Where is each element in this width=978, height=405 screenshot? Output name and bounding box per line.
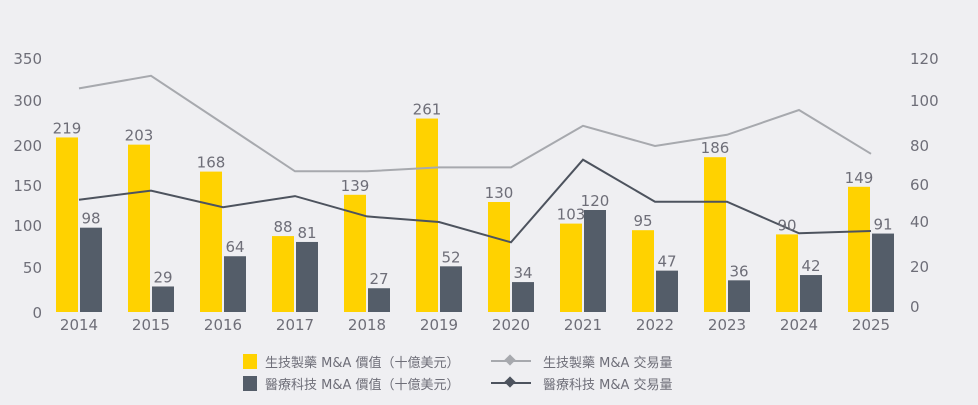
data-label-biotech: 149 (845, 169, 874, 187)
right-tick-label: 0 (910, 298, 920, 316)
legend-item-medtech-value: 醫療科技 M&A 價值（十億美元） (243, 374, 491, 393)
data-label-biotech: 219 (53, 119, 82, 137)
left-tick-label: 150 (13, 177, 42, 195)
x-tick-label: 2015 (132, 316, 170, 334)
legend-swatch (243, 375, 257, 391)
bar-biotech-value (776, 234, 798, 312)
lines (78, 74, 872, 244)
bar-medtech-value (224, 256, 246, 312)
bar-biotech-value (272, 236, 294, 312)
data-label-biotech: 261 (413, 101, 442, 119)
x-tick-label: 2024 (780, 316, 818, 334)
bar-biotech-value (704, 157, 726, 312)
data-label-biotech: 139 (341, 177, 370, 195)
data-label-biotech: 90 (777, 216, 796, 234)
legend-label: 醫療科技 M&A 價值（十億美元） (265, 377, 460, 393)
x-tick-label: 2020 (492, 316, 530, 334)
bar-medtech-value (440, 266, 462, 312)
bar-medtech-value (152, 286, 174, 312)
data-label-medtech: 120 (581, 192, 610, 210)
data-label-biotech: 186 (701, 139, 730, 157)
bar-biotech-value (416, 118, 438, 312)
data-label-biotech: 203 (125, 127, 154, 145)
bar-biotech-value (56, 137, 78, 312)
data-label-medtech: 34 (513, 264, 532, 282)
right-tick-label: 20 (910, 258, 929, 276)
right-axis: 0 20 40 60 80 100 120 (910, 50, 939, 316)
x-tick-label: 2018 (348, 316, 386, 334)
legend-label: 生技製藥 M&A 價值（十億美元） (265, 355, 460, 371)
x-tick-label: 2021 (564, 316, 602, 334)
line-medtech-count (78, 158, 872, 244)
left-tick-label: 50 (23, 259, 42, 277)
left-tick-label: 300 (13, 92, 42, 110)
data-label-medtech: 47 (657, 253, 676, 271)
data-label-medtech: 64 (225, 238, 244, 256)
right-tick-label: 100 (910, 92, 939, 110)
data-label-medtech: 98 (81, 210, 100, 228)
data-label-medtech: 29 (153, 268, 172, 286)
data-label-biotech: 88 (273, 218, 292, 236)
legend-item-biotech-count: 生技製藥 M&A 交易量 (491, 352, 739, 371)
legend-line-diamond-icon (491, 356, 531, 366)
legend-label: 生技製藥 M&A 交易量 (543, 355, 673, 371)
x-tick-label: 2017 (276, 316, 314, 334)
bar-medtech-value (656, 270, 678, 312)
bar-biotech-value (488, 202, 510, 312)
line-biotech-count (78, 74, 872, 173)
data-label-medtech: 36 (729, 262, 748, 280)
x-tick-label: 2014 (60, 316, 98, 334)
data-label-medtech: 91 (873, 216, 892, 234)
bar-biotech-value (200, 171, 222, 312)
left-axis: 0 50 100 150 200 300 350 (13, 50, 42, 322)
legend-item-medtech-count: 醫療科技 M&A 交易量 (491, 374, 739, 393)
data-label-biotech: 95 (633, 212, 652, 230)
left-tick-label: 0 (32, 304, 42, 322)
data-label-medtech: 52 (441, 248, 460, 266)
bar-medtech-value (800, 275, 822, 312)
x-tick-label: 2022 (636, 316, 674, 334)
data-label-biotech: 130 (485, 184, 514, 202)
bar-biotech-value (848, 186, 870, 312)
legend-item-biotech-value: 生技製藥 M&A 價值（十億美元） (243, 352, 491, 371)
bar-medtech-value (368, 288, 390, 312)
x-tick-label: 2019 (420, 316, 458, 334)
left-tick-label: 350 (13, 50, 42, 68)
right-tick-label: 40 (910, 213, 929, 231)
legend-swatch (243, 353, 257, 369)
right-tick-label: 120 (910, 50, 939, 68)
bar-medtech-value (872, 233, 894, 312)
bar-medtech-value (584, 210, 606, 312)
bar-medtech-value (80, 227, 102, 312)
bar-biotech-value (344, 194, 366, 312)
x-tick-label: 2023 (708, 316, 746, 334)
right-tick-label: 80 (910, 137, 929, 155)
legend: 生技製藥 M&A 價值（十億美元） 生技製藥 M&A 交易量 醫療科技 M&A … (243, 350, 739, 394)
legend-label: 醫療科技 M&A 交易量 (543, 377, 673, 393)
left-tick-label: 200 (13, 137, 42, 155)
bar-biotech-value (632, 230, 654, 312)
data-label-biotech: 168 (197, 154, 226, 172)
left-tick-label: 100 (13, 217, 42, 235)
bars (56, 118, 894, 312)
bar-biotech-value (128, 144, 150, 312)
bar-medtech-value (512, 282, 534, 312)
x-tick-label: 2016 (204, 316, 242, 334)
legend-line-diamond-icon (491, 378, 531, 388)
data-label-medtech: 81 (297, 224, 316, 242)
data-label-medtech: 42 (801, 257, 820, 275)
bar-medtech-value (296, 241, 318, 312)
x-tick-label: 2025 (852, 316, 890, 334)
data-labels: 219 98 203 29 168 64 88 81 139 27 261 52 130 34 103120… (53, 101, 893, 289)
bar-medtech-value (728, 280, 750, 312)
data-label-biotech: 103 (557, 206, 586, 224)
bar-biotech-value (560, 223, 582, 312)
right-tick-label: 60 (910, 176, 929, 194)
data-label-medtech: 27 (369, 270, 388, 288)
x-axis: 2014 2015 2016 2017 2018 2019 2020 2021 2022 2023… (60, 316, 890, 334)
